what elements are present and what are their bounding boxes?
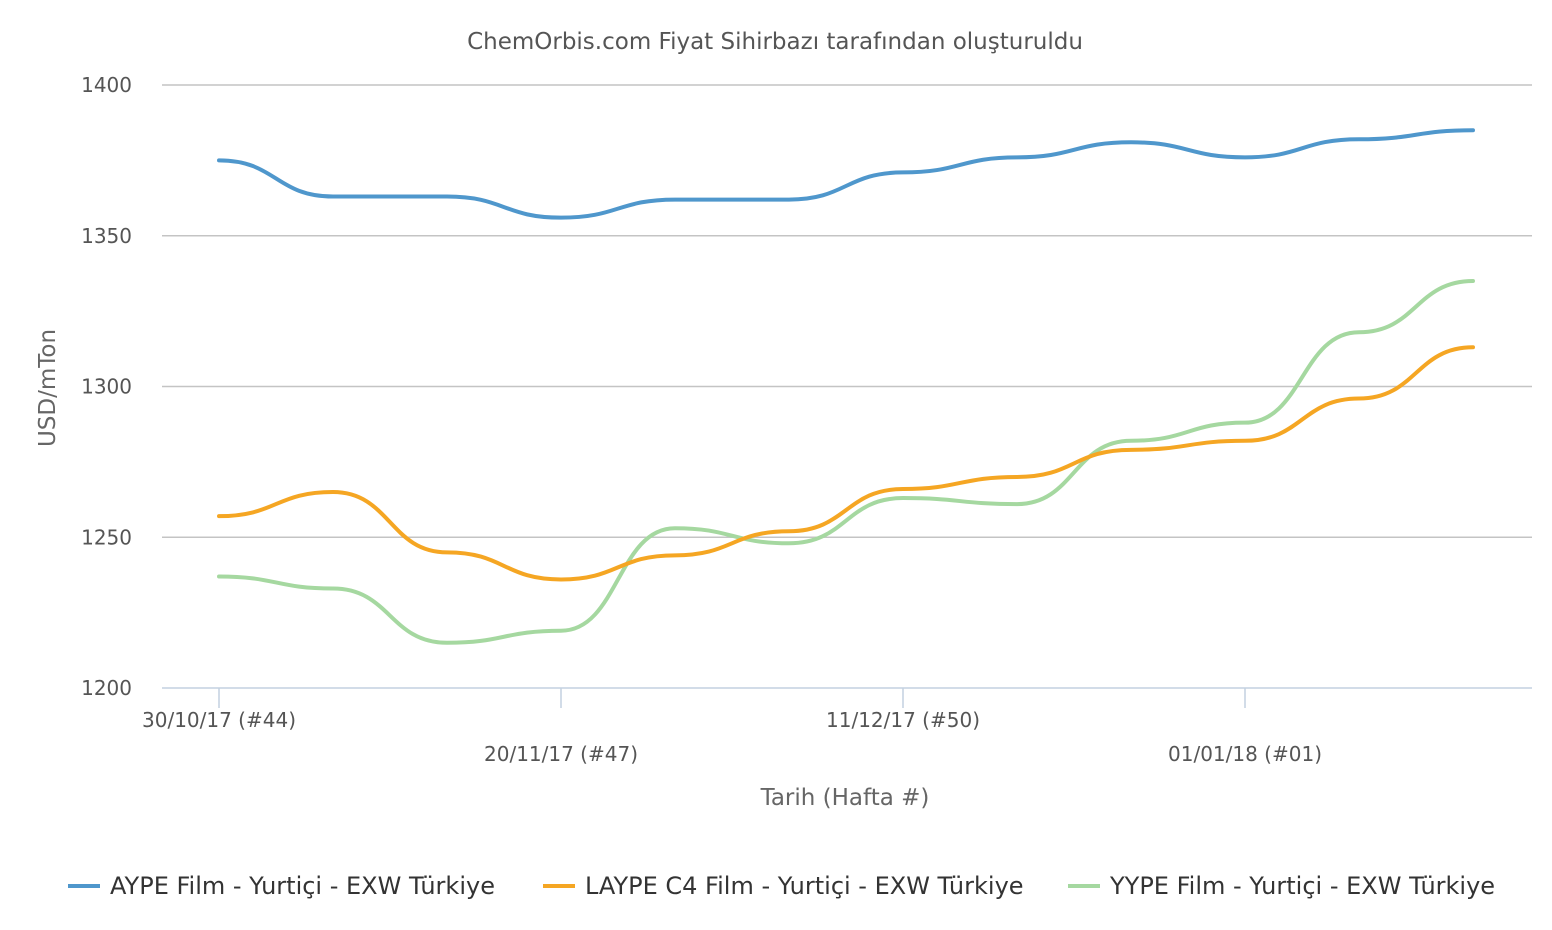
data-point [557,575,565,583]
data-point [329,193,337,201]
data-point [785,527,793,535]
data-point [443,548,451,556]
x-axis-title: Tarih (Hafta #) [760,785,930,811]
y-tick-label: 1200 [81,676,132,700]
data-point [1013,153,1021,161]
data-point [1127,437,1135,445]
data-point [1241,419,1249,427]
x-tick-label: 01/01/18 (#01) [1168,742,1322,766]
data-point [785,196,793,204]
data-point [1355,328,1363,336]
series-line-1 [217,345,1475,582]
data-point [215,572,223,580]
legend-label: AYPE Film - Yurtiçi - EXW Türkiye [110,872,495,900]
data-point [1469,126,1477,134]
data-point [329,585,337,593]
legend-item[interactable]: AYPE Film - Yurtiçi - EXW Türkiye [68,872,495,900]
data-point [1013,500,1021,508]
chart-subtitle: ChemOrbis.com Fiyat Sihirbazı tarafından… [467,29,1083,55]
data-point [443,639,451,647]
series-lines [215,126,1477,647]
data-point [1469,277,1477,285]
data-point [899,168,907,176]
data-point [1241,153,1249,161]
y-tick-label: 1250 [81,525,132,549]
data-point [557,627,565,635]
data-point [671,524,679,532]
data-point [671,551,679,559]
data-point [215,512,223,520]
data-point [899,494,907,502]
data-point [1355,395,1363,403]
legend-item[interactable]: YYPE Film - Yurtiçi - EXW Türkiye [1068,872,1495,900]
gridlines [162,84,1532,689]
legend: AYPE Film - Yurtiçi - EXW Türkiye LAYPE C… [68,872,1495,900]
data-point [899,485,907,493]
data-point [1241,437,1249,445]
data-point [215,156,223,164]
x-tick-label: 30/10/17 (#44) [142,708,296,732]
y-axis: 1200 1250 1300 1350 1400 [81,73,132,700]
series-line-0 [217,128,1475,220]
y-tick-label: 1350 [81,224,132,248]
legend-item[interactable]: LAYPE C4 Film - Yurtiçi - EXW Türkiye [543,872,1024,900]
x-axis: 30/10/17 (#44) 20/11/17 (#47) 11/12/17 (#5… [142,688,1322,766]
x-tick-label: 20/11/17 (#47) [484,742,638,766]
data-point [785,539,793,547]
legend-label: YYPE Film - Yurtiçi - EXW Türkiye [1109,872,1495,900]
data-point [1127,138,1135,146]
data-point [1355,135,1363,143]
y-tick-label: 1400 [81,73,132,97]
series-line-2 [217,278,1475,645]
data-point [671,196,679,204]
y-axis-title: USD/mTon [35,329,61,447]
data-point [1013,473,1021,481]
legend-label: LAYPE C4 Film - Yurtiçi - EXW Türkiye [585,872,1024,900]
data-point [1469,343,1477,351]
x-tick-label: 11/12/17 (#50) [826,708,980,732]
y-tick-label: 1300 [81,375,132,399]
data-point [329,488,337,496]
data-point [557,214,565,222]
data-point [1127,446,1135,454]
data-point [443,193,451,201]
